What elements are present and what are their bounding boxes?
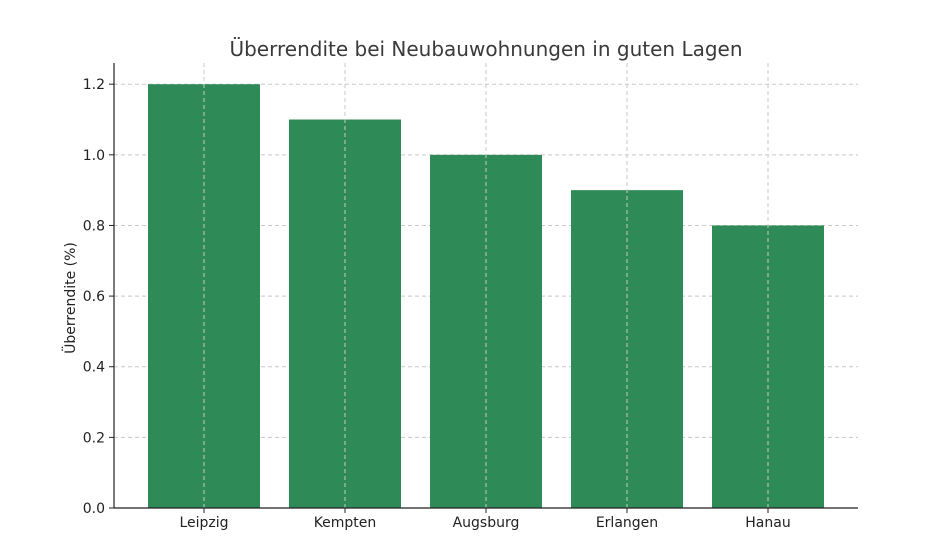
y-tick-label: 1.2 (83, 77, 105, 93)
chart-title: Überrendite bei Neubauwohnungen in guten… (229, 37, 742, 61)
y-axis-label: Überrendite (%) (61, 242, 79, 354)
y-tick-label: 1.0 (83, 148, 105, 164)
y-tick-label: 0.0 (83, 501, 105, 517)
x-tick-label: Leipzig (179, 515, 228, 531)
x-tick-label: Hanau (745, 515, 790, 531)
bar-erlangen (571, 190, 683, 508)
axes (109, 63, 858, 513)
x-tick-labels: Leipzig Kempten Augsburg Erlangen Hanau (179, 515, 790, 531)
y-tick-label: 0.2 (83, 430, 105, 446)
x-tick-label: Augsburg (453, 515, 520, 531)
y-tick-labels: 0.0 0.2 0.4 0.6 0.8 1.0 1.2 (83, 77, 105, 517)
y-tick-label: 0.6 (83, 289, 105, 305)
x-tick-label: Erlangen (596, 515, 658, 531)
y-tick-label: 0.8 (83, 218, 105, 234)
y-tick-label: 0.4 (83, 360, 105, 376)
x-tick-label: Kempten (314, 515, 377, 531)
